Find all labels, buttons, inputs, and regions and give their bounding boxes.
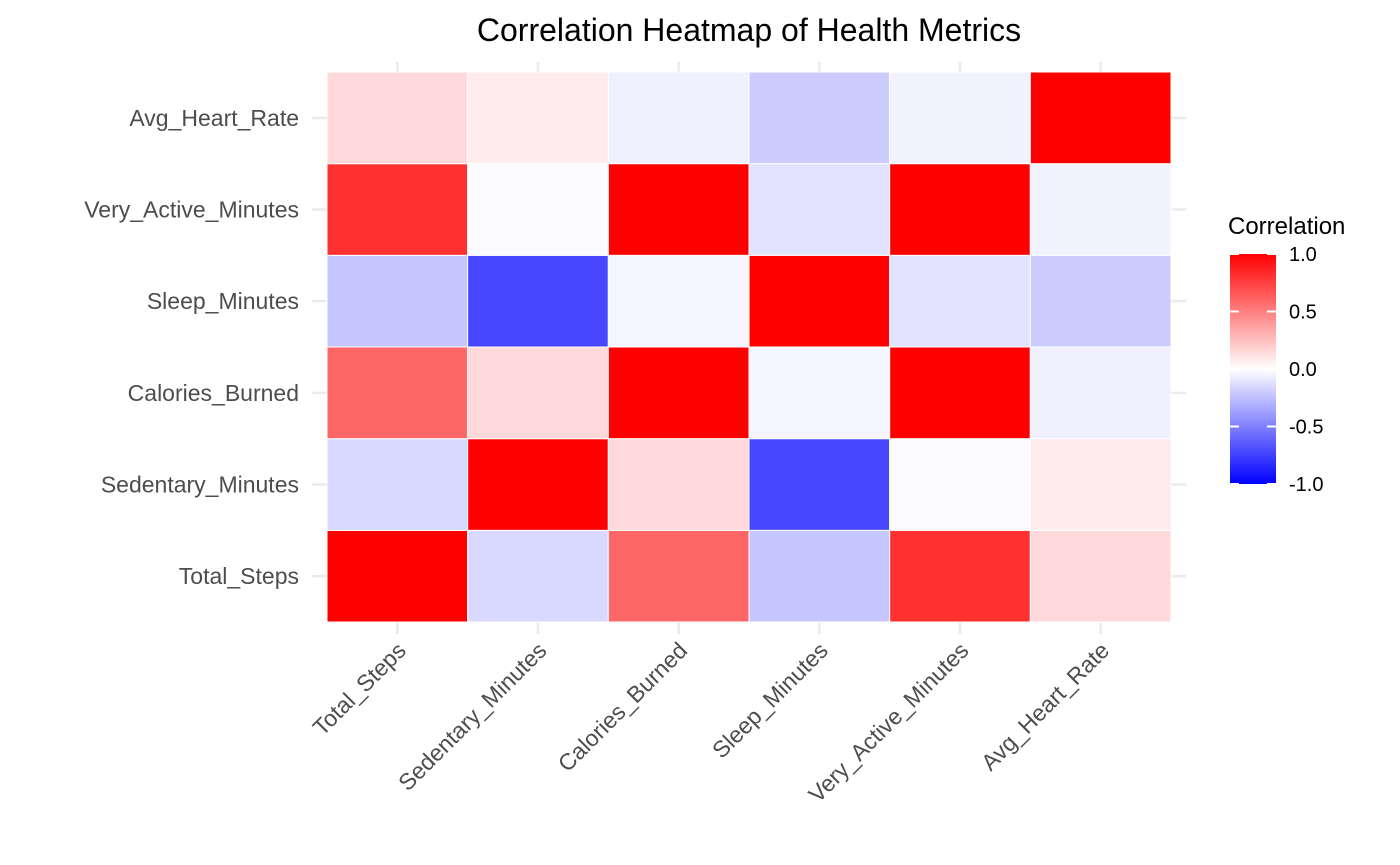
heatmap-cell — [467, 529, 609, 623]
y-tick-label: Sleep_Minutes — [147, 288, 299, 314]
legend: Correlation 1.0 0.5 0.0 -0.5 -1.0 — [1228, 213, 1345, 496]
chart-title: Correlation Heatmap of Health Metrics — [477, 12, 1021, 48]
y-tick-label: Total_Steps — [179, 563, 299, 589]
heatmap-cell — [1029, 163, 1172, 256]
legend-tick-label: 0.5 — [1289, 302, 1317, 324]
heatmap-cell — [467, 254, 609, 348]
heatmap-cell — [607, 71, 750, 165]
heatmap-cell — [607, 346, 750, 440]
heatmap-cell — [467, 438, 609, 531]
y-tick-label: Sedentary_Minutes — [101, 472, 299, 498]
heatmap-cell — [1029, 346, 1172, 440]
heatmap-cell — [889, 163, 1031, 256]
y-tick-label: Very_Active_Minutes — [84, 197, 299, 223]
legend-tick-label: 0.0 — [1289, 359, 1317, 381]
heatmap-cell — [889, 71, 1031, 165]
heatmap-cell — [748, 438, 891, 531]
heatmap-cell — [326, 346, 469, 440]
x-tick-label: Avg_Heart_Rate — [976, 637, 1114, 775]
y-axis-tick-labels: Total_Steps Sedentary_Minutes Calories_Bur… — [84, 105, 299, 589]
legend-tick-label: -1.0 — [1289, 474, 1323, 496]
heatmap-cell — [326, 438, 469, 531]
x-tick-label: Total_Steps — [307, 637, 410, 740]
heatmap-cell — [326, 529, 469, 623]
x-tick-label: Sleep_Minutes — [707, 637, 833, 763]
legend-tick-label: -0.5 — [1289, 417, 1323, 439]
heatmap-cell — [607, 438, 750, 531]
heatmap-cell — [1029, 529, 1172, 623]
legend-title: Correlation — [1228, 213, 1345, 240]
y-tick-label: Calories_Burned — [128, 380, 299, 406]
heatmap-cell — [607, 529, 750, 623]
heatmap-cells — [326, 71, 1172, 623]
heatmap-cell — [889, 529, 1031, 623]
heatmap-cell — [607, 254, 750, 348]
heatmap-cell — [607, 163, 750, 256]
heatmap-cell — [326, 71, 469, 165]
x-tick-label: Sedentary_Minutes — [393, 637, 552, 796]
heatmap-cell — [326, 163, 469, 256]
heatmap-cell — [748, 529, 891, 623]
heatmap-cell — [748, 254, 891, 348]
heatmap-cell — [467, 163, 609, 256]
legend-ticks: 1.0 0.5 0.0 -0.5 -1.0 — [1230, 244, 1323, 496]
heatmap-cell — [889, 346, 1031, 440]
x-tick-label: Very_Active_Minutes — [803, 637, 973, 807]
heatmap-cell — [467, 346, 609, 440]
heatmap-cell — [467, 71, 609, 165]
heatmap-cell — [1029, 438, 1172, 531]
x-tick-label: Calories_Burned — [553, 637, 693, 777]
heatmap-cell — [748, 71, 891, 165]
heatmap-cell — [1029, 254, 1172, 348]
heatmap-cell — [889, 438, 1031, 531]
heatmap-cell — [889, 254, 1031, 348]
legend-tick-label: 1.0 — [1289, 244, 1317, 266]
y-tick-label: Avg_Heart_Rate — [129, 105, 299, 131]
heatmap-cell — [748, 163, 891, 256]
heatmap-cell — [748, 346, 891, 440]
heatmap-cell — [1029, 71, 1172, 165]
heatmap-cell — [326, 254, 469, 348]
